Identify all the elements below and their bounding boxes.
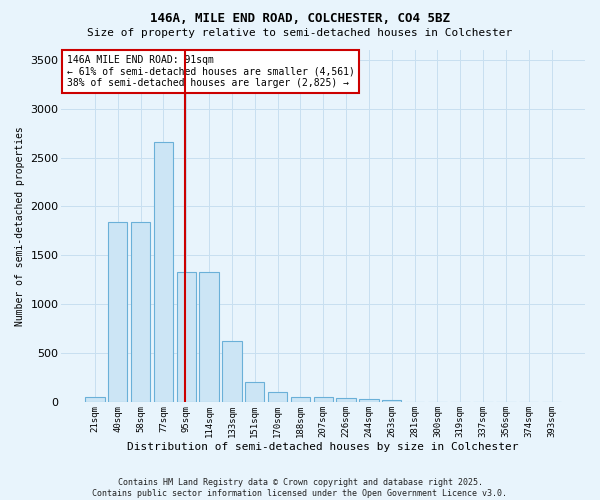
Bar bbox=[199, 272, 219, 402]
Bar bbox=[268, 392, 287, 402]
Bar bbox=[154, 142, 173, 402]
X-axis label: Distribution of semi-detached houses by size in Colchester: Distribution of semi-detached houses by … bbox=[127, 442, 519, 452]
Bar bbox=[222, 342, 242, 402]
Text: Size of property relative to semi-detached houses in Colchester: Size of property relative to semi-detach… bbox=[88, 28, 512, 38]
Bar bbox=[176, 272, 196, 402]
Bar bbox=[382, 400, 401, 402]
Bar bbox=[245, 382, 265, 402]
Bar bbox=[108, 222, 127, 402]
Bar bbox=[291, 397, 310, 402]
Bar bbox=[131, 222, 151, 402]
Text: 146A MILE END ROAD: 91sqm
← 61% of semi-detached houses are smaller (4,561)
38% : 146A MILE END ROAD: 91sqm ← 61% of semi-… bbox=[67, 56, 355, 88]
Bar bbox=[337, 398, 356, 402]
Bar bbox=[359, 400, 379, 402]
Text: Contains HM Land Registry data © Crown copyright and database right 2025.
Contai: Contains HM Land Registry data © Crown c… bbox=[92, 478, 508, 498]
Bar bbox=[85, 396, 104, 402]
Text: 146A, MILE END ROAD, COLCHESTER, CO4 5BZ: 146A, MILE END ROAD, COLCHESTER, CO4 5BZ bbox=[150, 12, 450, 26]
Y-axis label: Number of semi-detached properties: Number of semi-detached properties bbox=[15, 126, 25, 326]
Bar bbox=[314, 397, 333, 402]
